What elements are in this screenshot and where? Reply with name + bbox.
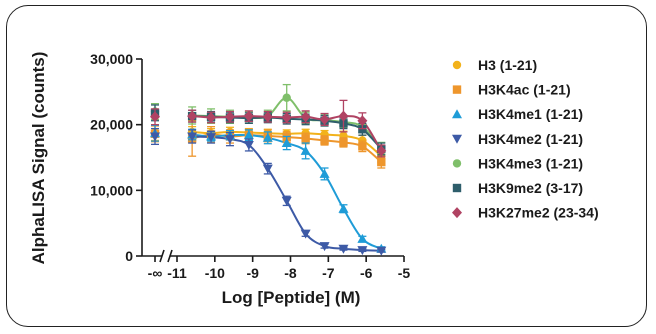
legend-label: H3K9me2 (3-17): [478, 180, 583, 196]
legend-label: H3 (1-21): [478, 57, 537, 73]
x-tick-label: -9: [246, 265, 259, 281]
x-tick-label: -11: [167, 265, 187, 281]
data-point: [376, 246, 387, 256]
legend-item: H3K4me3 (1-21): [452, 155, 583, 171]
legend-item: H3K27me2 (23-34): [452, 205, 599, 221]
legend-item: H3K9me2 (3-17): [452, 180, 583, 196]
data-point: [262, 164, 273, 174]
data-point: [300, 111, 311, 123]
y-tick-label: 20,000: [90, 117, 133, 133]
x-tick-label: -∞: [148, 265, 163, 281]
data-point: [282, 93, 291, 102]
data-point: [300, 145, 311, 155]
legend-item: H3K4me2 (1-21): [452, 131, 583, 147]
legend-marker: [452, 159, 462, 168]
legend-label: H3K27me2 (23-34): [478, 205, 599, 221]
x-axis-title: Log [Peptide] (M): [222, 288, 361, 307]
data-point: [338, 110, 349, 122]
x-tick-label: -6: [360, 265, 373, 281]
data-point: [206, 133, 217, 143]
legend-item: H3K4ac (1-21): [452, 82, 571, 98]
data-point: [319, 168, 330, 178]
y-axis-title: AlphaLISA Signal (counts): [29, 52, 48, 265]
data-point: [357, 233, 368, 243]
data-point: [281, 196, 292, 206]
data-point: [357, 246, 368, 256]
data-point: [281, 138, 292, 148]
series-h3k4me2-1-21: [150, 127, 387, 256]
legend-marker: [452, 134, 462, 144]
legend-marker: [452, 207, 462, 219]
data-point: [187, 132, 198, 142]
data-point: [358, 125, 367, 134]
legend-label: H3K4me1 (1-21): [478, 106, 583, 122]
figure-frame: [6, 5, 647, 327]
axis-break-mark: [167, 249, 173, 263]
series-h3k27me2-23-34: [150, 99, 387, 158]
axis-break-mark: [159, 249, 165, 263]
legend-marker: [452, 60, 462, 70]
data-point: [319, 113, 330, 125]
data-point: [150, 132, 160, 142]
y-tick-label: 30,000: [90, 51, 133, 67]
data-point: [301, 134, 310, 143]
axes: 0 10,000 20,000 30,000 -∞ -11 -10 -9 -8 -7 -6 -5: [90, 51, 410, 281]
data-point: [358, 142, 367, 151]
data-point: [262, 132, 273, 142]
y-tick-label: 10,000: [90, 182, 133, 198]
x-tick-label: -5: [398, 265, 411, 281]
data-point: [206, 111, 217, 123]
data-point: [262, 111, 273, 123]
data-point: [150, 111, 160, 123]
legend-item: H3 (1-21): [452, 57, 537, 73]
data-point: [338, 203, 349, 213]
x-tick-label: -10: [205, 265, 225, 281]
data-point: [319, 242, 330, 252]
data-point: [224, 135, 235, 145]
data-point: [243, 110, 254, 122]
data-point: [339, 138, 348, 147]
data-point: [243, 130, 254, 140]
legend-label: H3K4ac (1-21): [478, 82, 571, 98]
legend-marker: [452, 109, 462, 119]
x-tick-label: -7: [322, 265, 335, 281]
data-point: [377, 157, 386, 167]
y-tick-label: 0: [125, 248, 133, 264]
series-h3k4ac-1-21: [150, 120, 386, 169]
legend-label: H3K4me3 (1-21): [478, 155, 583, 171]
data-point: [300, 229, 311, 239]
fit-curve-h3k4me2-1-21: [192, 135, 382, 252]
data-point: [357, 115, 368, 127]
series-h3k4me1-1-21: [150, 124, 387, 253]
data-points: [150, 83, 387, 256]
legend: H3 (1-21) H3K4ac (1-21) H3K4me1 (1-21) H3K4…: [452, 57, 599, 221]
data-point: [320, 136, 329, 145]
x-tick-label: -8: [284, 265, 297, 281]
legend-label: H3K4me2 (1-21): [478, 131, 583, 147]
legend-item: H3K4me1 (1-21): [452, 106, 583, 122]
data-point: [338, 244, 349, 254]
data-point: [281, 111, 292, 123]
data-point: [243, 141, 254, 151]
data-point: [187, 110, 198, 122]
data-point: [224, 111, 235, 123]
legend-marker: [452, 85, 462, 94]
fit-curve-h3k4me1-1-21: [192, 133, 382, 250]
legend-marker: [452, 183, 462, 193]
data-point: [376, 145, 387, 157]
